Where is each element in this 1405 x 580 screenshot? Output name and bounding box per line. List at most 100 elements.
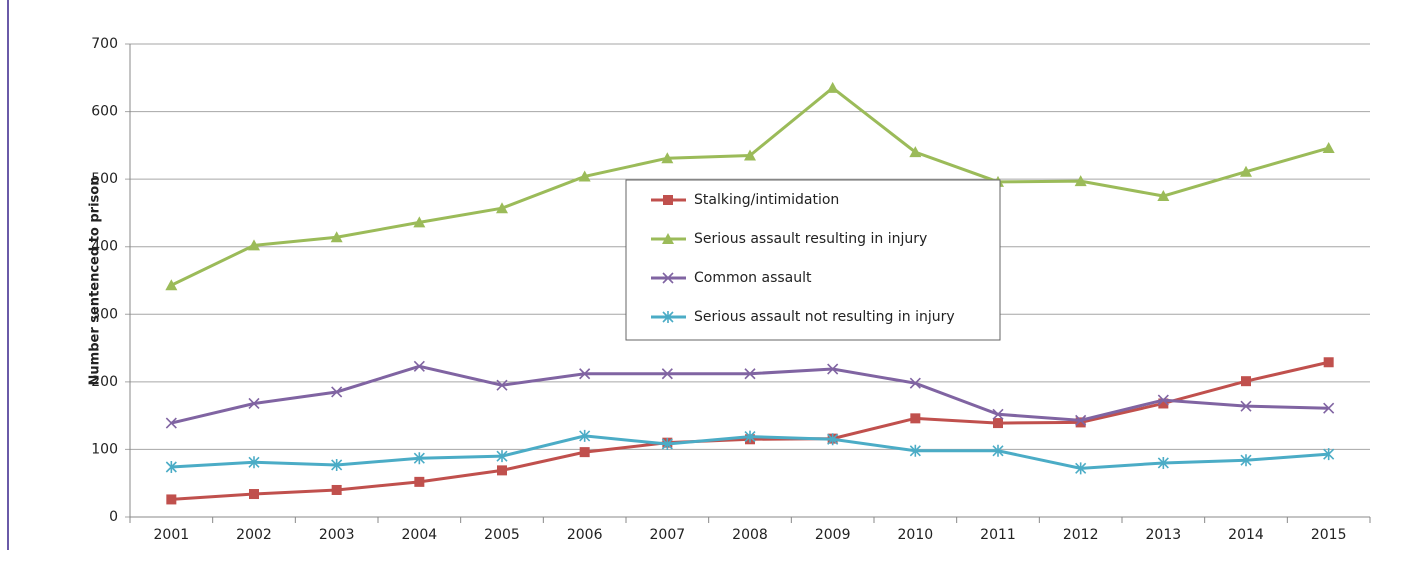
marker	[579, 368, 591, 380]
marker-cross	[661, 368, 673, 380]
marker-triangle	[744, 149, 756, 161]
marker-triangle	[661, 152, 674, 164]
marker	[579, 447, 590, 458]
marker-triangle	[165, 279, 178, 291]
legend-label: Serious assault resulting in injury	[694, 231, 927, 247]
y-tick-label: 0	[109, 509, 118, 525]
marker	[165, 279, 178, 291]
marker-triangle	[909, 146, 922, 158]
marker-square	[497, 465, 507, 476]
marker-cross	[248, 397, 260, 410]
marker-cross	[1240, 454, 1252, 467]
marker	[1240, 454, 1252, 467]
legend-marker	[663, 195, 673, 205]
legend-label: Common assault	[694, 270, 812, 286]
marker-cross	[331, 458, 343, 471]
marker-cross	[579, 429, 591, 442]
marker	[1240, 400, 1252, 412]
x-tick-label: 2001	[154, 527, 190, 543]
marker	[330, 231, 343, 243]
marker	[909, 444, 921, 457]
marker-cross	[992, 408, 1004, 420]
marker	[992, 408, 1004, 420]
marker-cross	[661, 438, 673, 451]
marker-square	[993, 418, 1003, 429]
marker	[1323, 448, 1335, 461]
marker-triangle	[248, 239, 260, 251]
y-tick-label: 600	[91, 104, 118, 120]
marker	[166, 494, 177, 505]
x-tick-label: 2015	[1311, 527, 1347, 543]
marker	[497, 465, 507, 476]
x-tick-label: 2013	[1146, 527, 1182, 543]
marker-square	[1323, 357, 1334, 368]
marker-cross	[496, 450, 508, 463]
marker	[165, 460, 177, 473]
marker-square	[249, 489, 259, 500]
marker-cross	[165, 460, 177, 473]
marker-square	[579, 447, 590, 458]
marker	[744, 430, 756, 443]
marker	[1157, 394, 1169, 406]
marker-cross	[992, 444, 1004, 457]
marker	[496, 379, 508, 391]
marker	[413, 216, 426, 228]
legend-box	[625, 179, 1001, 341]
marker	[331, 458, 343, 471]
marker	[579, 429, 591, 442]
marker-cross	[827, 363, 839, 375]
y-axis-label: Number sentenced to prison	[88, 177, 103, 386]
marker	[661, 438, 673, 451]
marker	[909, 146, 922, 158]
x-tick-label: 2006	[567, 527, 603, 543]
marker-square	[166, 494, 177, 505]
legend-marker	[662, 311, 674, 323]
marker	[1075, 414, 1087, 426]
y-tick-label: 700	[91, 36, 118, 52]
y-tick-label: 400	[91, 239, 118, 255]
marker-square	[663, 195, 673, 205]
marker	[910, 413, 921, 424]
x-tick-label: 2014	[1228, 527, 1264, 543]
marker	[331, 386, 343, 398]
marker-cross	[1075, 462, 1087, 475]
marker-square	[910, 413, 921, 424]
marker-triangle	[1322, 142, 1335, 154]
marker	[331, 484, 342, 495]
marker	[1075, 417, 1086, 428]
marker-cross	[165, 417, 177, 429]
marker-cross	[662, 272, 674, 284]
marker-triangle	[578, 170, 591, 182]
marker-square	[1158, 398, 1169, 409]
marker	[413, 452, 425, 465]
marker	[1322, 142, 1335, 154]
marker-cross	[1157, 456, 1169, 469]
marker	[496, 202, 508, 214]
y-tick-label: 300	[91, 306, 118, 322]
marker	[496, 450, 508, 463]
marker-cross	[1323, 402, 1335, 414]
marker-cross	[1075, 414, 1087, 426]
marker	[1075, 462, 1087, 475]
marker	[993, 418, 1003, 429]
marker	[661, 152, 674, 164]
x-tick-label: 2012	[1063, 527, 1099, 543]
marker-triangle	[1074, 175, 1087, 187]
marker-cross	[744, 368, 756, 380]
x-tick-label: 2007	[650, 527, 686, 543]
x-tick-label: 2008	[732, 527, 768, 543]
marker-cross	[1240, 400, 1252, 412]
marker-cross	[331, 386, 343, 398]
legend-marker	[662, 233, 674, 244]
legend-marker	[662, 272, 674, 284]
y-tick-label: 200	[91, 374, 118, 390]
marker-cross	[744, 430, 756, 443]
marker-cross	[909, 444, 921, 457]
marker-triangle	[1157, 190, 1170, 202]
y-tick-label: 100	[91, 441, 118, 457]
marker-square	[331, 484, 342, 495]
marker	[1323, 357, 1334, 368]
marker-cross	[827, 433, 839, 446]
